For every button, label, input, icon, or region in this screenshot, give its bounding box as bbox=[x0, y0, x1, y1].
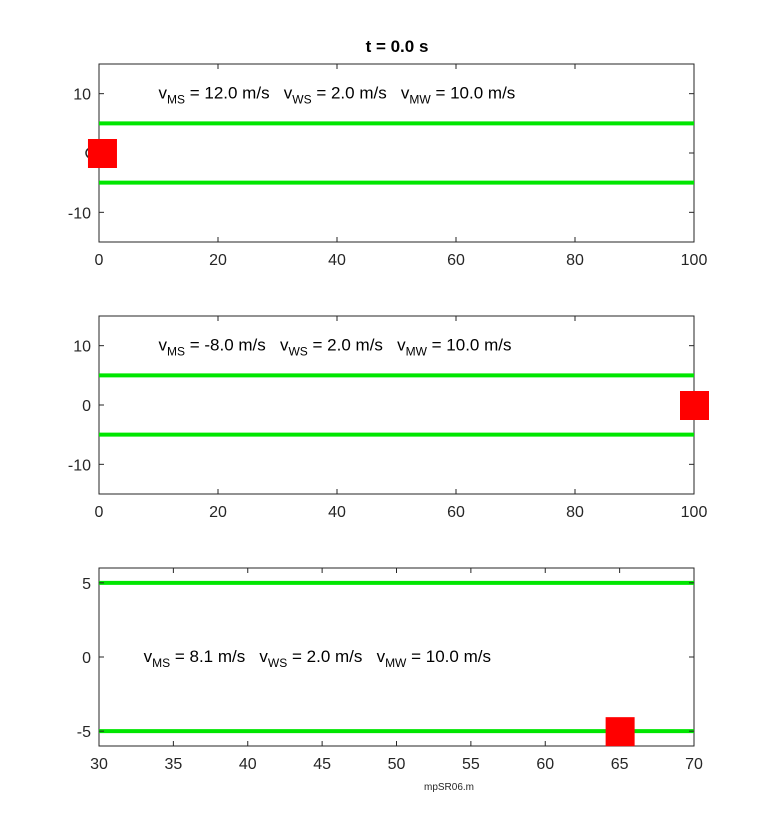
x-tick-label: 20 bbox=[209, 504, 227, 521]
boat-marker bbox=[605, 717, 635, 747]
velocity-text: = -8.0 m/s bbox=[185, 336, 280, 355]
velocity-subscript: WS bbox=[268, 656, 287, 670]
velocity-text: = 12.0 m/s bbox=[185, 84, 284, 103]
y-tick-label: -5 bbox=[77, 724, 91, 741]
x-tick-label: 60 bbox=[447, 252, 465, 269]
velocity-text: v bbox=[144, 647, 153, 666]
x-tick-label: 55 bbox=[462, 756, 480, 773]
axes-frame bbox=[98, 63, 695, 243]
axes-frame bbox=[98, 315, 695, 495]
velocity-subscript: MS bbox=[167, 93, 185, 107]
x-tick-label: 60 bbox=[447, 504, 465, 521]
velocity-text: v bbox=[377, 647, 386, 666]
x-tick-label: 80 bbox=[566, 504, 584, 521]
boat-marker bbox=[87, 139, 117, 168]
velocity-text: = 8.1 m/s bbox=[170, 647, 259, 666]
x-tick-label: 50 bbox=[388, 756, 406, 773]
velocity-text: v bbox=[401, 84, 410, 103]
y-tick-label: 0 bbox=[82, 398, 91, 415]
x-tick-label: 100 bbox=[681, 504, 708, 521]
axes-frame bbox=[98, 567, 695, 747]
boat-marker bbox=[680, 391, 709, 420]
velocity-text: v bbox=[284, 84, 293, 103]
velocity-text: v bbox=[397, 336, 406, 355]
y-tick-label: 5 bbox=[82, 576, 91, 593]
velocity-text: = 2.0 m/s bbox=[287, 647, 376, 666]
x-tick-label: 20 bbox=[209, 252, 227, 269]
x-tick-label: 40 bbox=[328, 252, 346, 269]
y-tick-label: 0 bbox=[82, 650, 91, 667]
x-tick-label: 100 bbox=[681, 252, 708, 269]
x-tick-label: 45 bbox=[313, 756, 331, 773]
velocity-subscript: MS bbox=[167, 345, 185, 359]
figure-title: t = 0.0 s bbox=[366, 37, 429, 56]
x-tick-label: 65 bbox=[611, 756, 629, 773]
velocity-subscript: WS bbox=[292, 93, 311, 107]
x-tick-label: 70 bbox=[685, 756, 703, 773]
velocity-text: v bbox=[259, 647, 268, 666]
velocity-annotation: vMS = 8.1 m/s vWS = 2.0 m/s vMW = 10.0 m… bbox=[144, 647, 491, 670]
y-tick-label: 10 bbox=[73, 87, 91, 104]
velocity-text: v bbox=[159, 84, 168, 103]
y-tick-label: -10 bbox=[68, 205, 91, 222]
x-tick-label: 40 bbox=[328, 504, 346, 521]
velocity-text: = 10.0 m/s bbox=[427, 336, 512, 355]
y-tick-label: -10 bbox=[68, 457, 91, 474]
velocity-text: v bbox=[280, 336, 289, 355]
velocity-subscript: MW bbox=[409, 93, 431, 107]
footer-filename: mpSR06.m bbox=[424, 782, 474, 793]
velocity-text: = 10.0 m/s bbox=[406, 647, 491, 666]
velocity-annotation: vMS = 12.0 m/s vWS = 2.0 m/s vMW = 10.0 … bbox=[159, 84, 516, 107]
x-tick-label: 0 bbox=[95, 252, 104, 269]
velocity-annotation: vMS = -8.0 m/s vWS = 2.0 m/s vMW = 10.0 … bbox=[159, 336, 512, 359]
velocity-subscript: MS bbox=[152, 656, 170, 670]
x-tick-label: 80 bbox=[566, 252, 584, 269]
velocity-text: v bbox=[159, 336, 168, 355]
x-tick-label: 60 bbox=[536, 756, 554, 773]
velocity-text: = 2.0 m/s bbox=[308, 336, 397, 355]
velocity-subscript: MW bbox=[406, 345, 428, 359]
x-tick-label: 0 bbox=[95, 504, 104, 521]
x-tick-label: 30 bbox=[90, 756, 108, 773]
velocity-text: = 10.0 m/s bbox=[431, 84, 516, 103]
x-tick-label: 40 bbox=[239, 756, 257, 773]
y-tick-label: 10 bbox=[73, 339, 91, 356]
velocity-text: = 2.0 m/s bbox=[312, 84, 401, 103]
velocity-subscript: MW bbox=[385, 656, 407, 670]
velocity-subscript: WS bbox=[288, 345, 307, 359]
x-tick-label: 35 bbox=[164, 756, 182, 773]
